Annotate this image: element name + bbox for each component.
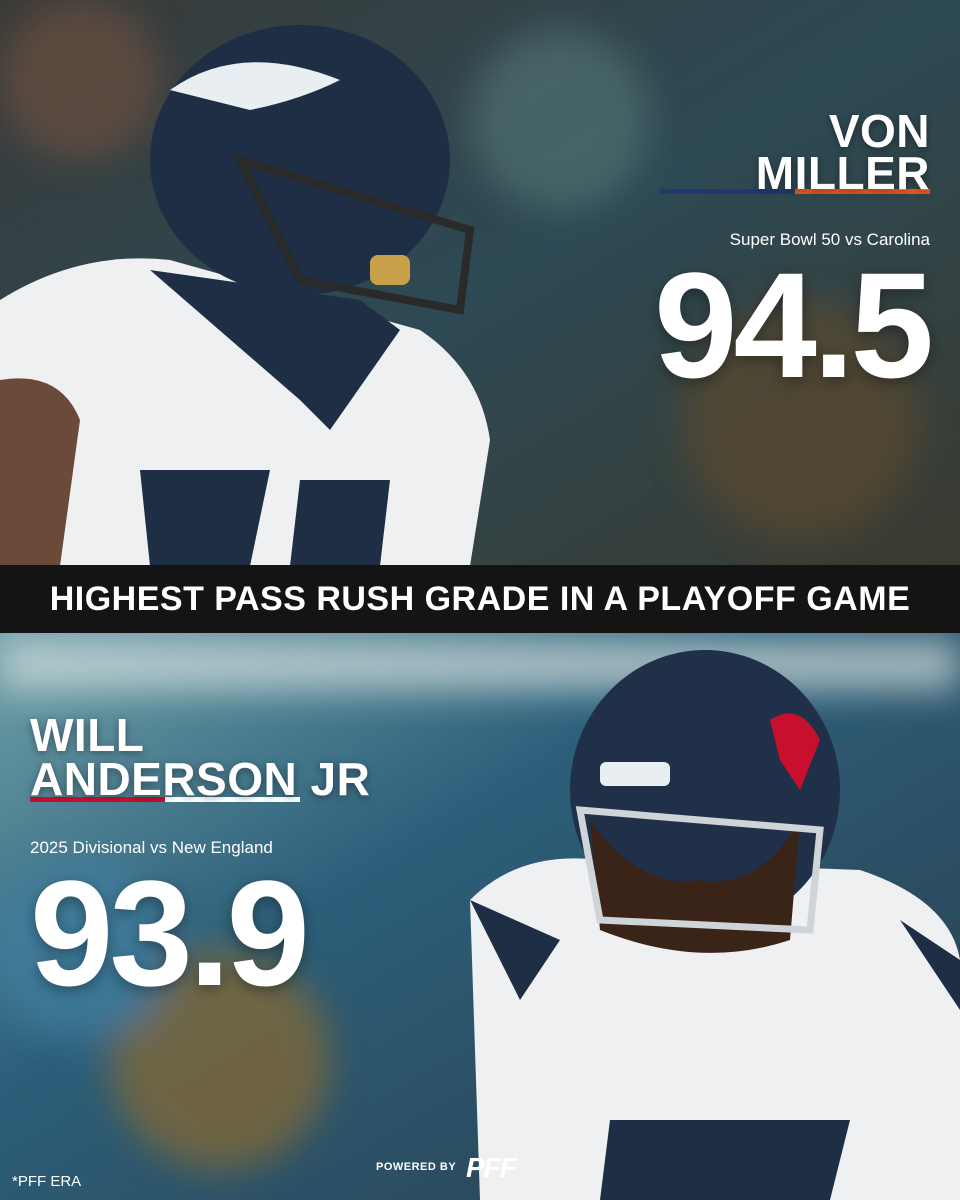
banner-text: HIGHEST PASS RUSH GRADE IN A PLAYOFF GAM… [49,580,911,618]
bottom-grade: 93.9 [30,849,310,1017]
top-name: MILLER [755,147,930,199]
bottom-name: WILL [30,709,145,761]
top-name: VON [828,105,930,157]
footnote: *PFF ERA [12,1173,82,1190]
powered-by: POWERED BY [376,1161,457,1173]
bottom-game: 2025 Divisional vs New England [30,838,273,857]
banner [0,565,960,633]
brand-logo: PFF [466,1152,517,1183]
bottom-name: ANDERSON JR [30,753,371,805]
top-game: Super Bowl 50 vs Carolina [729,230,930,249]
top-grade: 94.5 [654,241,934,409]
